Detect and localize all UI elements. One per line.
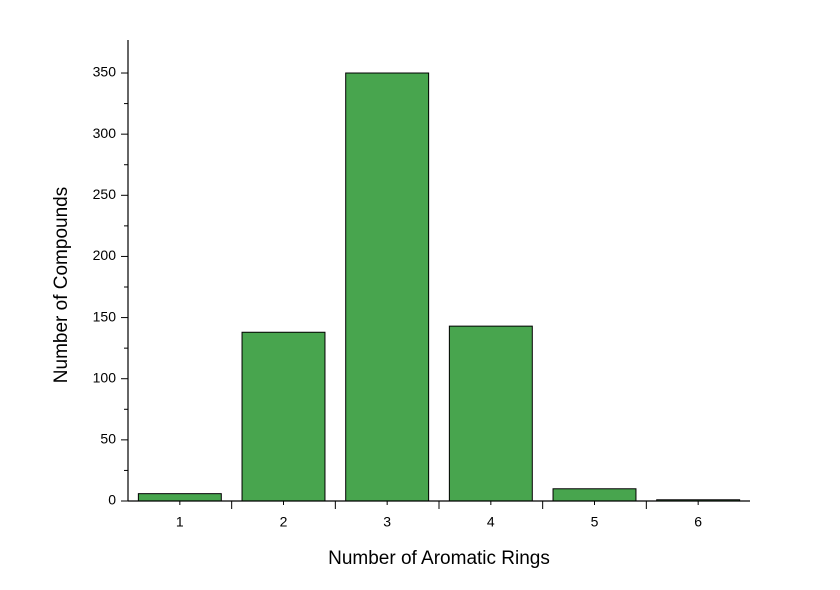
y-tick-label: 350 bbox=[93, 64, 117, 80]
x-tick-label: 5 bbox=[591, 514, 599, 530]
y-tick-label: 250 bbox=[93, 186, 117, 202]
bar bbox=[345, 72, 430, 502]
y-tick-label: 300 bbox=[93, 125, 117, 141]
bar bbox=[137, 493, 222, 502]
y-tick-label: 50 bbox=[100, 431, 116, 447]
x-tick-label: 3 bbox=[383, 514, 391, 530]
x-tick-label: 1 bbox=[176, 514, 184, 530]
bar bbox=[241, 331, 326, 502]
x-tick-label: 2 bbox=[280, 514, 288, 530]
x-tick-label: 4 bbox=[487, 514, 495, 530]
y-tick-label: 100 bbox=[93, 369, 117, 385]
y-tick-label: 0 bbox=[108, 492, 116, 508]
bar bbox=[552, 488, 637, 502]
y-axis-label: Number of Compounds bbox=[51, 187, 72, 383]
bar bbox=[448, 325, 533, 502]
y-tick-label: 150 bbox=[93, 308, 117, 324]
y-tick-label: 200 bbox=[93, 247, 117, 263]
x-axis-label: Number of Aromatic Rings bbox=[328, 548, 550, 569]
x-tick-label: 6 bbox=[694, 514, 702, 530]
